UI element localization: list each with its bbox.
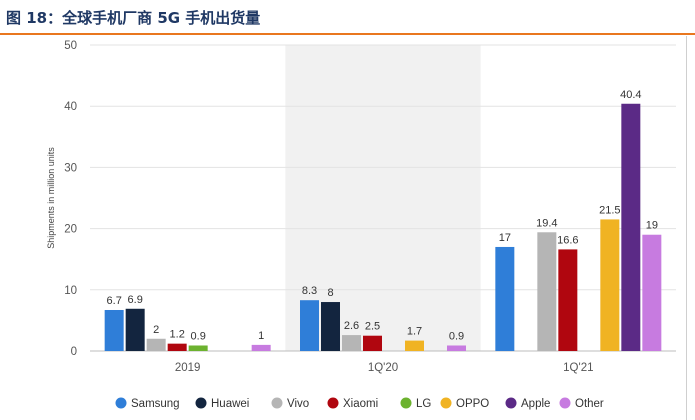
right-edge-line xyxy=(686,36,687,420)
y-tick-label: 0 xyxy=(71,346,77,358)
bar-xiaomi xyxy=(363,335,382,351)
bar-vivo xyxy=(146,338,166,351)
bar-vivo xyxy=(342,335,361,351)
data-label: 0.9 xyxy=(449,330,464,342)
legend-label-samsung: Samsung xyxy=(131,398,180,410)
data-label: 2 xyxy=(153,324,159,336)
bar-oppo xyxy=(600,219,620,351)
legend-label-oppo: OPPO xyxy=(456,398,489,410)
bar-huawei xyxy=(321,302,340,351)
bar-xiaomi xyxy=(558,249,578,351)
legend-marker-oppo xyxy=(440,397,452,409)
x-tick-label: 2019 xyxy=(175,362,201,374)
legend-label-huawei: Huawei xyxy=(211,398,249,410)
legend-marker-samsung xyxy=(115,397,127,409)
bar-apple xyxy=(621,103,641,351)
data-label: 1.7 xyxy=(407,326,422,338)
bar-lg xyxy=(188,345,208,351)
legend-marker-huawei xyxy=(195,397,207,409)
bar-other xyxy=(251,344,271,351)
data-label: 1.2 xyxy=(170,329,185,341)
legend-marker-xiaomi xyxy=(327,397,339,409)
legend-marker-vivo xyxy=(271,397,283,409)
bar-samsung xyxy=(495,246,515,351)
data-label: 1 xyxy=(258,330,264,342)
legend-label-lg: LG xyxy=(416,398,431,410)
data-label: 6.9 xyxy=(128,294,143,306)
y-tick-label: 50 xyxy=(64,40,77,52)
y-tick-label: 30 xyxy=(64,162,77,174)
bar-xiaomi xyxy=(167,343,187,351)
title-rule xyxy=(0,33,695,35)
highlight-band xyxy=(285,45,481,351)
bar-samsung xyxy=(300,300,319,351)
data-label: 6.7 xyxy=(107,295,122,307)
y-tick-label: 10 xyxy=(64,285,77,297)
legend-label-apple: Apple xyxy=(521,398,550,410)
legend-marker-other xyxy=(559,397,571,409)
legend-label-other: Other xyxy=(575,398,604,410)
legend-label-vivo: Vivo xyxy=(287,398,309,410)
bar-samsung xyxy=(104,309,124,351)
data-label: 17 xyxy=(499,232,511,244)
legend-marker-lg xyxy=(400,397,412,409)
bar-huawei xyxy=(125,308,145,351)
page-title: 图 18：全球手机厂商 5G 手机出货量 xyxy=(6,9,261,27)
bar-oppo xyxy=(405,340,424,351)
data-label: 8.3 xyxy=(302,285,317,297)
y-axis-label: Shipments in million units xyxy=(46,147,56,249)
data-label: 21.5 xyxy=(599,204,620,216)
legend-marker-apple xyxy=(505,397,517,409)
bar-other xyxy=(447,345,466,351)
x-tick-label: 1Q'20 xyxy=(368,362,398,374)
x-tick-label: 1Q'21 xyxy=(563,362,593,374)
data-label: 19.4 xyxy=(536,217,557,229)
data-label: 0.9 xyxy=(191,330,206,342)
y-tick-label: 40 xyxy=(64,101,77,113)
data-label: 2.5 xyxy=(365,321,380,333)
bar-other xyxy=(642,234,662,351)
legend-label-xiaomi: Xiaomi xyxy=(343,398,378,410)
data-label: 19 xyxy=(646,220,658,232)
y-tick-label: 20 xyxy=(64,224,77,236)
data-label: 8 xyxy=(327,287,333,299)
data-label: 40.4 xyxy=(620,89,641,101)
data-label: 2.6 xyxy=(344,320,359,332)
bar-vivo xyxy=(537,232,557,351)
data-label: 16.6 xyxy=(557,234,578,246)
